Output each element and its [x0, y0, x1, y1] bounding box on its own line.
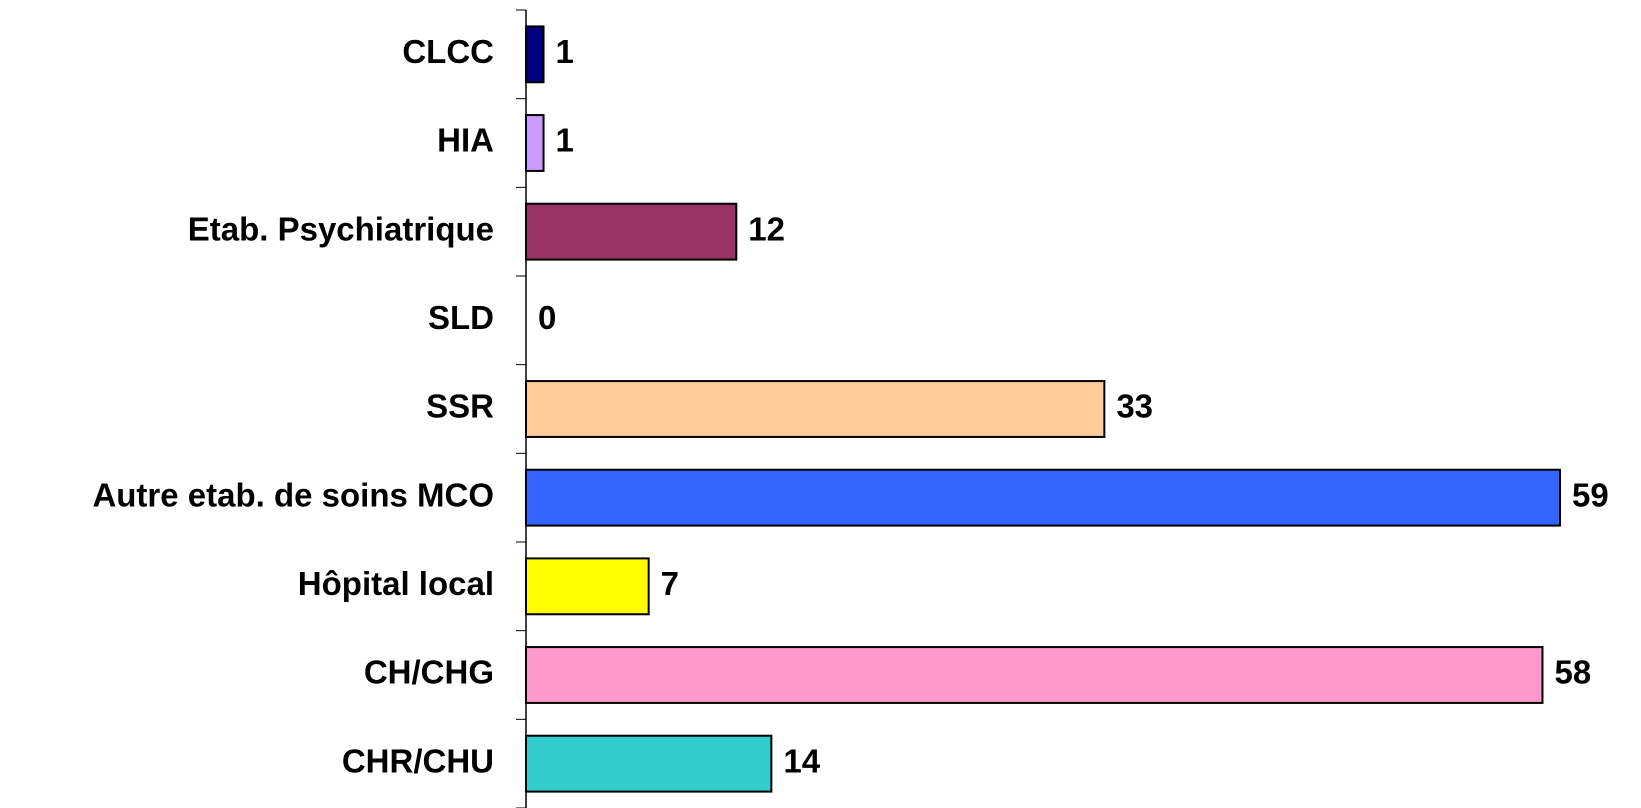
- bar: [525, 202, 738, 261]
- category-label: Etab. Psychiatrique: [188, 210, 494, 247]
- bar: [525, 557, 650, 616]
- bar: [525, 380, 1106, 438]
- value-label: 58: [1554, 654, 1591, 691]
- value-label: 14: [783, 742, 820, 779]
- value-label: 1: [556, 33, 574, 70]
- value-label: 7: [661, 565, 679, 602]
- category-label: SSR: [426, 388, 494, 425]
- category-label: CHR/CHU: [342, 742, 494, 779]
- bar: [525, 468, 1561, 527]
- category-label: CLCC: [402, 33, 494, 70]
- value-label: 59: [1572, 476, 1609, 513]
- category-label: Autre etab. de soins MCO: [92, 476, 494, 513]
- category-label: CH/CHG: [364, 654, 494, 691]
- value-label: 1: [556, 122, 574, 159]
- bar: [525, 114, 545, 172]
- category-label: HIA: [437, 122, 494, 159]
- value-label: 12: [748, 210, 785, 247]
- category-label: Hôpital local: [298, 565, 494, 602]
- value-label: 33: [1116, 388, 1153, 425]
- bar: [525, 734, 773, 793]
- category-label: SLD: [428, 299, 494, 336]
- value-label: 0: [538, 299, 556, 336]
- bar: [525, 646, 1544, 704]
- bar: [525, 25, 545, 84]
